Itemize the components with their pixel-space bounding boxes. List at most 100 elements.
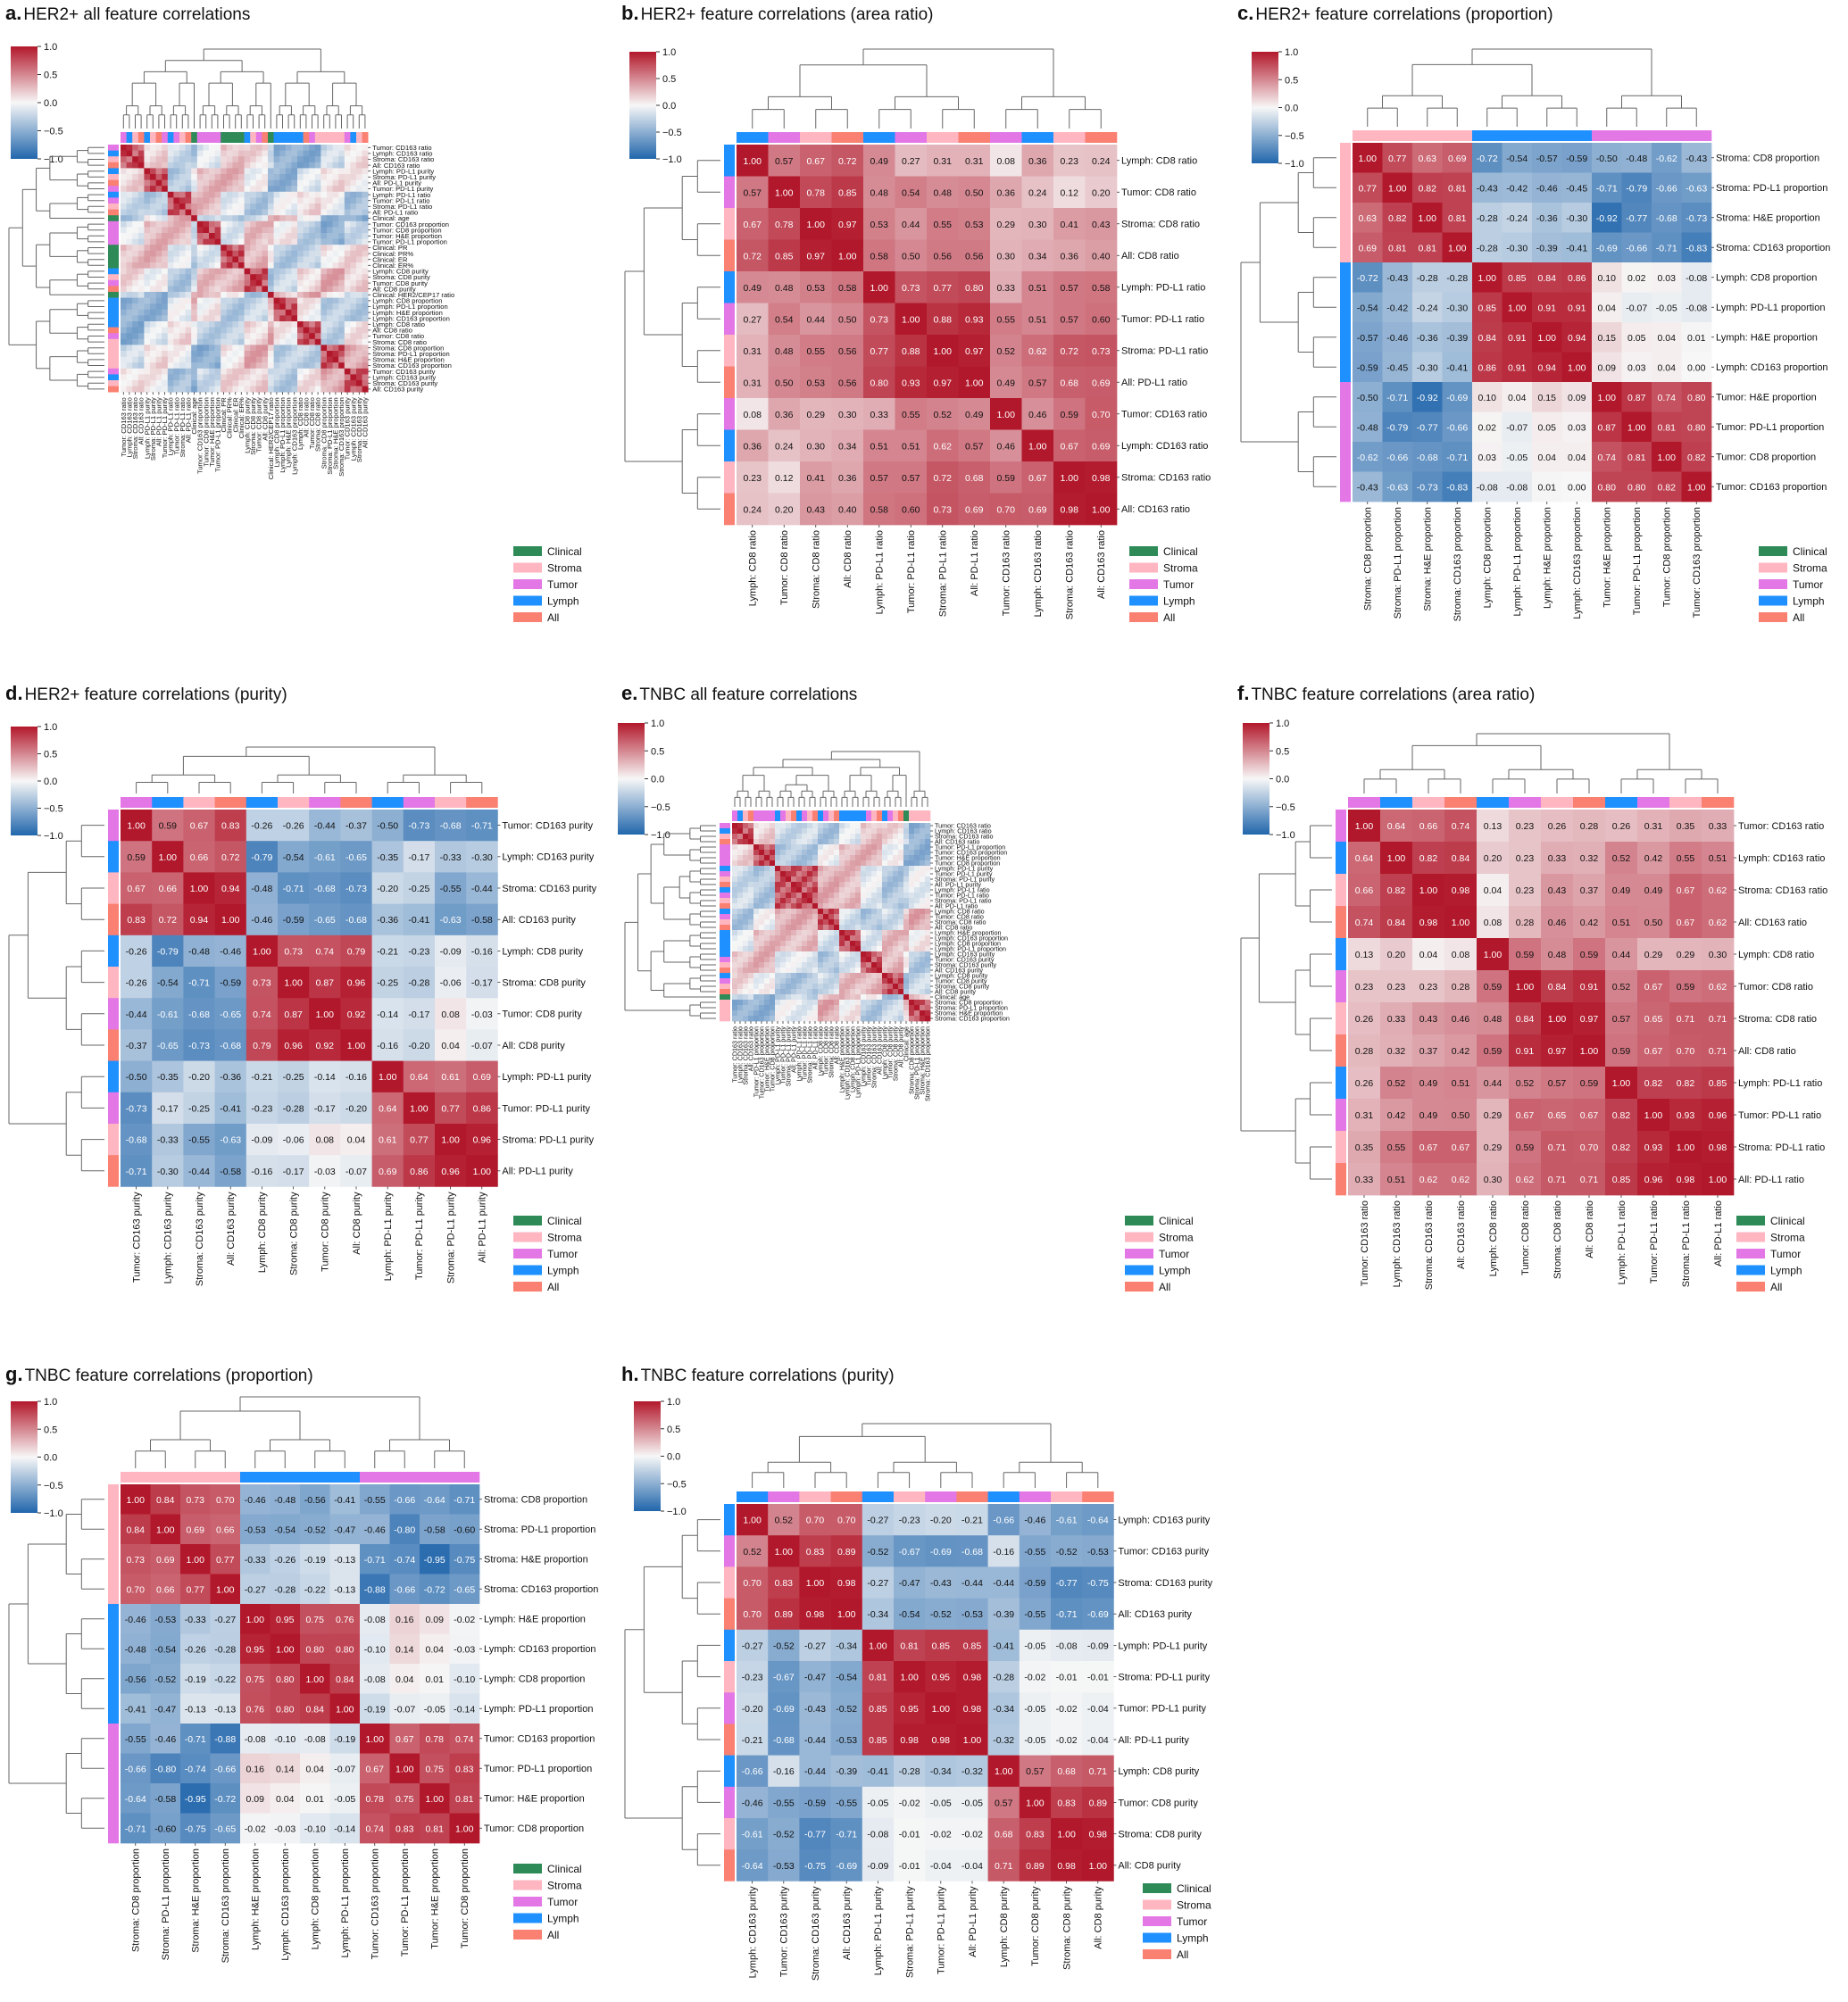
heatmap-cell [764, 935, 770, 942]
heatmap-cell [914, 909, 920, 915]
heatmap-cell [214, 179, 221, 187]
heatmap-cell [356, 145, 362, 151]
heatmap-cell [466, 841, 498, 873]
heatmap-cell [255, 215, 262, 222]
heatmap-cell [183, 935, 215, 968]
heatmap-cell [255, 380, 262, 386]
heatmap-cell [209, 386, 215, 393]
heatmap-cell [250, 380, 257, 386]
heatmap-cell [895, 335, 928, 367]
heatmap-cell [238, 256, 245, 263]
heatmap-cell [268, 162, 274, 169]
heatmap-cell [877, 893, 883, 899]
heatmap-cell [812, 951, 819, 958]
cell-value-label: 1.00 [775, 187, 794, 198]
heatmap-cell [162, 227, 169, 234]
heatmap-cell [309, 368, 316, 375]
row-label: Tumor: CD163 ratio [372, 144, 431, 152]
heatmap-cell [737, 946, 744, 952]
heatmap-cell [909, 935, 915, 942]
heatmap-cell [802, 887, 808, 893]
heatmap-cell [173, 250, 180, 257]
heatmap-cell [759, 860, 765, 867]
heatmap-cell [162, 174, 169, 180]
heatmap-cell [748, 844, 754, 851]
heatmap-cell [214, 227, 221, 234]
heatmap-cell [250, 245, 257, 252]
heatmap-cell [903, 935, 910, 942]
heatmap-cell [320, 156, 328, 163]
heatmap-cell [839, 882, 845, 888]
heatmap-cell [898, 941, 904, 947]
heatmap-cell [1412, 232, 1443, 263]
heatmap-cell [1681, 322, 1712, 353]
heatmap-cell [173, 333, 180, 340]
category-strip-top [850, 810, 856, 821]
heatmap-cell [126, 156, 133, 163]
heatmap-cell [327, 209, 333, 216]
heatmap-cell [238, 233, 245, 239]
heatmap-cell [167, 356, 174, 363]
column-label: Lymph: CD8 purity [244, 397, 252, 453]
cell-value-label: -0.50 [1357, 393, 1378, 403]
heatmap-cell [126, 238, 133, 245]
heatmap-cell [185, 215, 192, 222]
heatmap-cell [179, 374, 186, 381]
heatmap-cell [285, 268, 292, 275]
heatmap-cell [350, 197, 357, 204]
heatmap-cell [893, 844, 899, 851]
heatmap-cell [221, 150, 228, 157]
category-strip-top [914, 810, 920, 821]
cell-value-label: 1.00 [284, 978, 303, 989]
heatmap-cell [362, 245, 369, 252]
cell-value-label: 0.15 [1598, 333, 1617, 344]
heatmap-cell [768, 493, 801, 526]
heatmap-cell [362, 156, 369, 163]
heatmap-cell [909, 860, 915, 867]
heatmap-cell [221, 145, 228, 151]
heatmap-cell [1652, 292, 1682, 323]
heatmap-cell [338, 186, 345, 193]
row-label: Lymph: PD-L1 proportion [372, 303, 448, 311]
heatmap-cell [435, 903, 467, 936]
heatmap-cell [238, 368, 245, 375]
heatmap-cell [221, 209, 228, 216]
heatmap-cell [297, 191, 304, 198]
heatmap-cell [344, 386, 351, 393]
heatmap-cell [737, 871, 744, 877]
cell-value-label: 0.92 [316, 1041, 335, 1051]
heatmap-cell [126, 315, 133, 322]
heatmap-cell [338, 250, 345, 257]
heatmap-cell [303, 174, 310, 180]
heatmap-cell [791, 919, 797, 926]
category-strip-top [1472, 130, 1503, 141]
heatmap-cell [350, 186, 357, 193]
category-strip-top [834, 810, 840, 821]
heatmap-cell [268, 150, 274, 157]
heatmap-cell [909, 855, 915, 861]
heatmap-cell [126, 274, 133, 281]
heatmap-cell [903, 850, 910, 856]
heatmap-cell [137, 286, 145, 293]
heatmap-cell [893, 914, 899, 920]
heatmap-cell [132, 274, 139, 281]
heatmap-cell [914, 898, 920, 904]
heatmap-cell [214, 238, 221, 245]
heatmap-cell [314, 256, 321, 263]
heatmap-cell [126, 309, 133, 316]
heatmap-cell [250, 150, 257, 157]
heatmap-cell [232, 150, 239, 157]
heatmap-cell [191, 321, 198, 328]
category-strip-top [203, 132, 210, 143]
category-strip-left [108, 303, 119, 311]
heatmap-cell [818, 893, 824, 899]
heatmap-cell [748, 834, 754, 840]
heatmap-cell [839, 823, 845, 829]
heatmap-cell [268, 156, 274, 163]
heatmap-cell [232, 238, 239, 245]
heatmap-cell [173, 209, 180, 216]
heatmap-cell [737, 844, 744, 851]
cell-value-label: -0.63 [440, 915, 462, 926]
heatmap-cell [1652, 172, 1682, 204]
heatmap-cell [250, 274, 257, 281]
